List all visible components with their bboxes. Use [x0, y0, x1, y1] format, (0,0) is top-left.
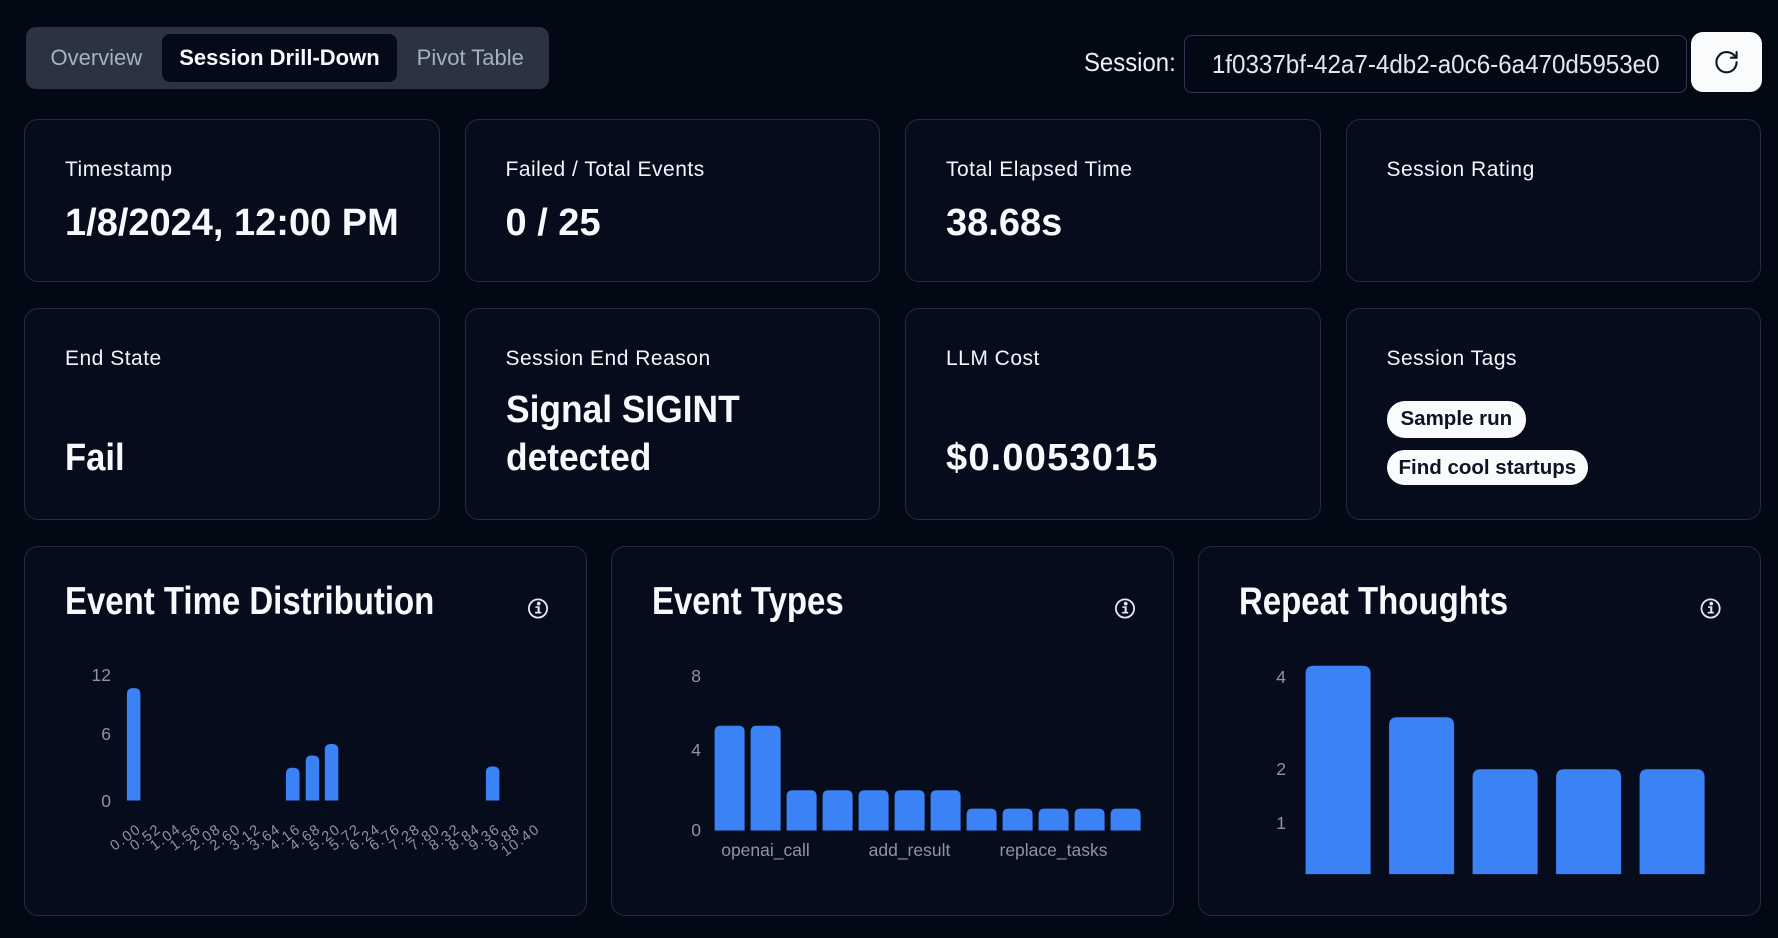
svg-text:2: 2	[1276, 759, 1286, 779]
svg-text:4: 4	[691, 740, 701, 760]
svg-text:replace_tasks: replace_tasks	[1000, 840, 1108, 861]
svg-text:0: 0	[101, 791, 111, 811]
svg-text:6: 6	[101, 724, 111, 744]
svg-text:8: 8	[691, 666, 701, 686]
svg-text:1: 1	[1276, 813, 1286, 833]
svg-text:openai_call: openai_call	[721, 840, 810, 861]
svg-text:4: 4	[1276, 667, 1286, 687]
svg-text:0: 0	[691, 820, 701, 840]
svg-text:12: 12	[92, 665, 111, 685]
svg-text:add_result: add_result	[869, 840, 951, 861]
